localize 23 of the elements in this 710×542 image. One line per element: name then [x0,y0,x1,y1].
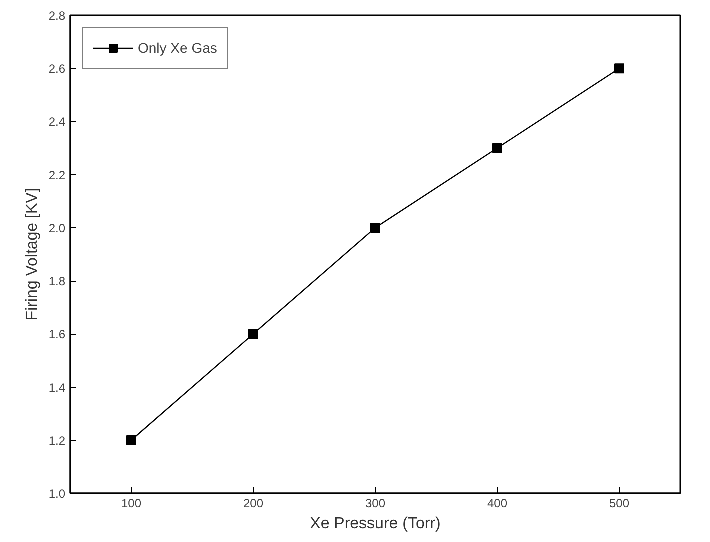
x-axis-title: Xe Pressure (Torr) [310,516,441,532]
y-tick-label: 1.8 [48,274,66,289]
point [248,329,258,340]
x-tick-label: 500 [609,496,630,510]
y-axis-title: Firing Voltage [KV] [24,188,41,321]
x-tick-label: 200 [243,496,264,510]
point [126,435,136,446]
y-tick-label: 2.8 [48,9,66,23]
y-tick-label: 1.6 [48,328,66,342]
y-tick-label: 2.4 [48,115,66,130]
y-tick-label: 1.0 [48,487,66,501]
point [614,64,624,74]
x-tick-label: 400 [487,496,508,510]
y-tick-label: 2.0 [48,221,66,236]
y-tick-label: 2.2 [48,168,66,182]
y-tick-label: 2.6 [48,62,66,76]
x-tick-label: 300 [365,496,386,510]
x-tick-label: 100 [121,496,142,510]
point [492,143,502,154]
legend-label: Only Xe Gas [138,40,218,56]
y-tick-label: 1.2 [48,434,66,448]
point [370,222,380,233]
y-tick-label: 1.4 [48,380,66,395]
